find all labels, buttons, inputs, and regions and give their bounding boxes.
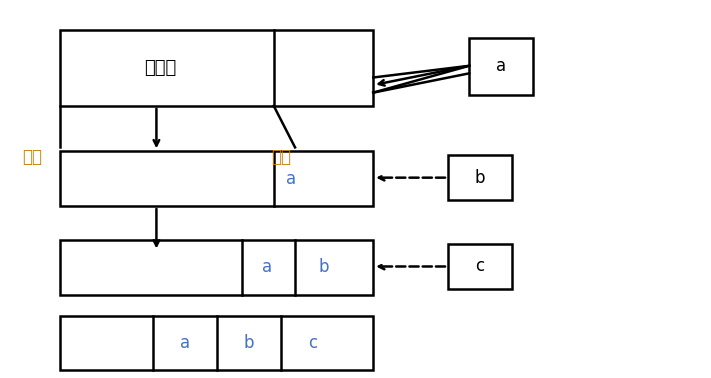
Text: b: b — [475, 169, 485, 187]
Text: c: c — [309, 334, 317, 352]
Text: a: a — [287, 170, 296, 187]
Bar — [448, 244, 512, 289]
Bar — [60, 30, 373, 106]
Bar — [60, 240, 373, 295]
Text: a: a — [180, 334, 190, 352]
Text: b: b — [319, 259, 328, 276]
Text: 队头: 队头 — [22, 148, 42, 166]
Text: a: a — [496, 57, 506, 75]
Bar — [448, 155, 512, 200]
Text: 队尾: 队尾 — [271, 148, 291, 166]
Bar — [60, 316, 373, 370]
Text: c: c — [476, 257, 484, 276]
Bar — [60, 151, 373, 206]
Bar — [469, 38, 533, 94]
Text: b: b — [244, 334, 254, 352]
Text: a: a — [262, 259, 272, 276]
Text: 空队列: 空队列 — [144, 59, 176, 77]
